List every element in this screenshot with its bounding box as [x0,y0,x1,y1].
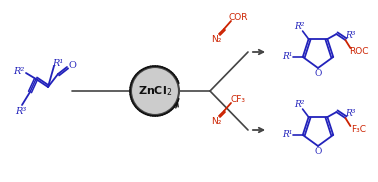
Text: O: O [314,147,322,157]
Text: O: O [314,70,322,78]
Text: N₂: N₂ [211,116,221,126]
Text: R³: R³ [15,108,26,116]
Text: R³: R³ [345,108,356,118]
Text: R¹: R¹ [53,58,64,68]
Text: COR: COR [228,13,248,23]
Text: R¹: R¹ [283,130,293,139]
Circle shape [131,67,179,115]
Text: R¹: R¹ [283,52,293,62]
Text: O: O [68,62,76,70]
Text: F₃C: F₃C [351,124,366,134]
Text: R²: R² [13,66,25,76]
Text: CF₃: CF₃ [231,96,245,104]
Text: R²: R² [294,21,305,31]
Text: N₂: N₂ [211,35,221,43]
Text: ZnCl$_2$: ZnCl$_2$ [138,84,172,98]
Text: R³: R³ [345,31,356,39]
Text: ROC: ROC [349,47,368,56]
Text: R²: R² [294,100,305,108]
